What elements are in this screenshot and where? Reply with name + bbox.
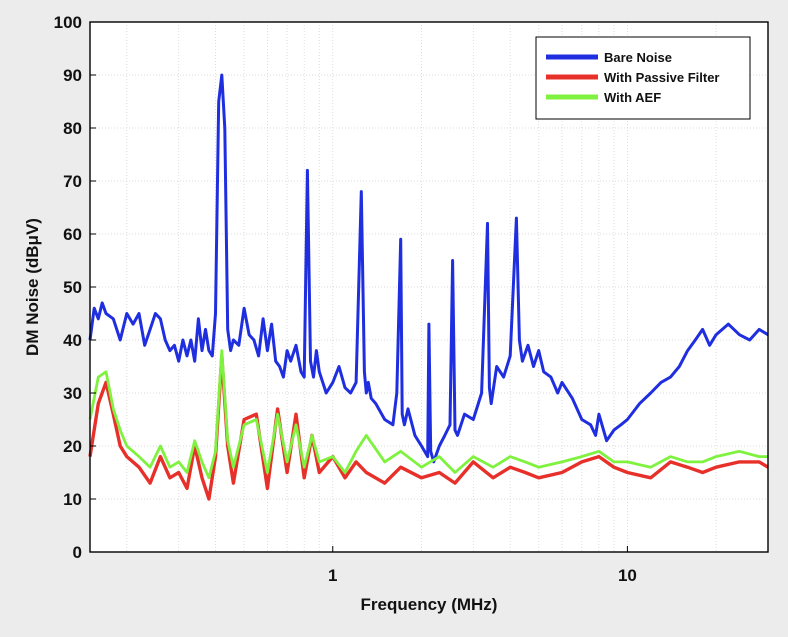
x-tick-label: 1 [328,566,337,585]
y-tick-label: 70 [63,172,82,191]
legend-label: With Passive Filter [604,70,719,85]
y-tick-label: 60 [63,225,82,244]
x-tick-label: 10 [618,566,637,585]
y-tick-label: 30 [63,384,82,403]
y-tick-label: 10 [63,490,82,509]
y-tick-label: 0 [73,543,82,562]
y-tick-label: 50 [63,278,82,297]
legend-label: Bare Noise [604,50,672,65]
legend: Bare Noise With Passive Filter With AEF [535,36,751,120]
y-tick-label: 90 [63,66,82,85]
y-tick-label: 100 [54,13,82,32]
series-group [88,73,769,501]
series-line [88,354,769,501]
y-tick-label: 40 [63,331,82,350]
y-axis-title: DM Noise (dBμV) [23,218,42,356]
y-tick-label: 20 [63,437,82,456]
series-line [88,349,768,480]
legend-label: With AEF [604,90,661,105]
series-line [88,73,769,464]
y-tick-label: 80 [63,119,82,138]
x-axis-title: Frequency (MHz) [361,595,498,614]
